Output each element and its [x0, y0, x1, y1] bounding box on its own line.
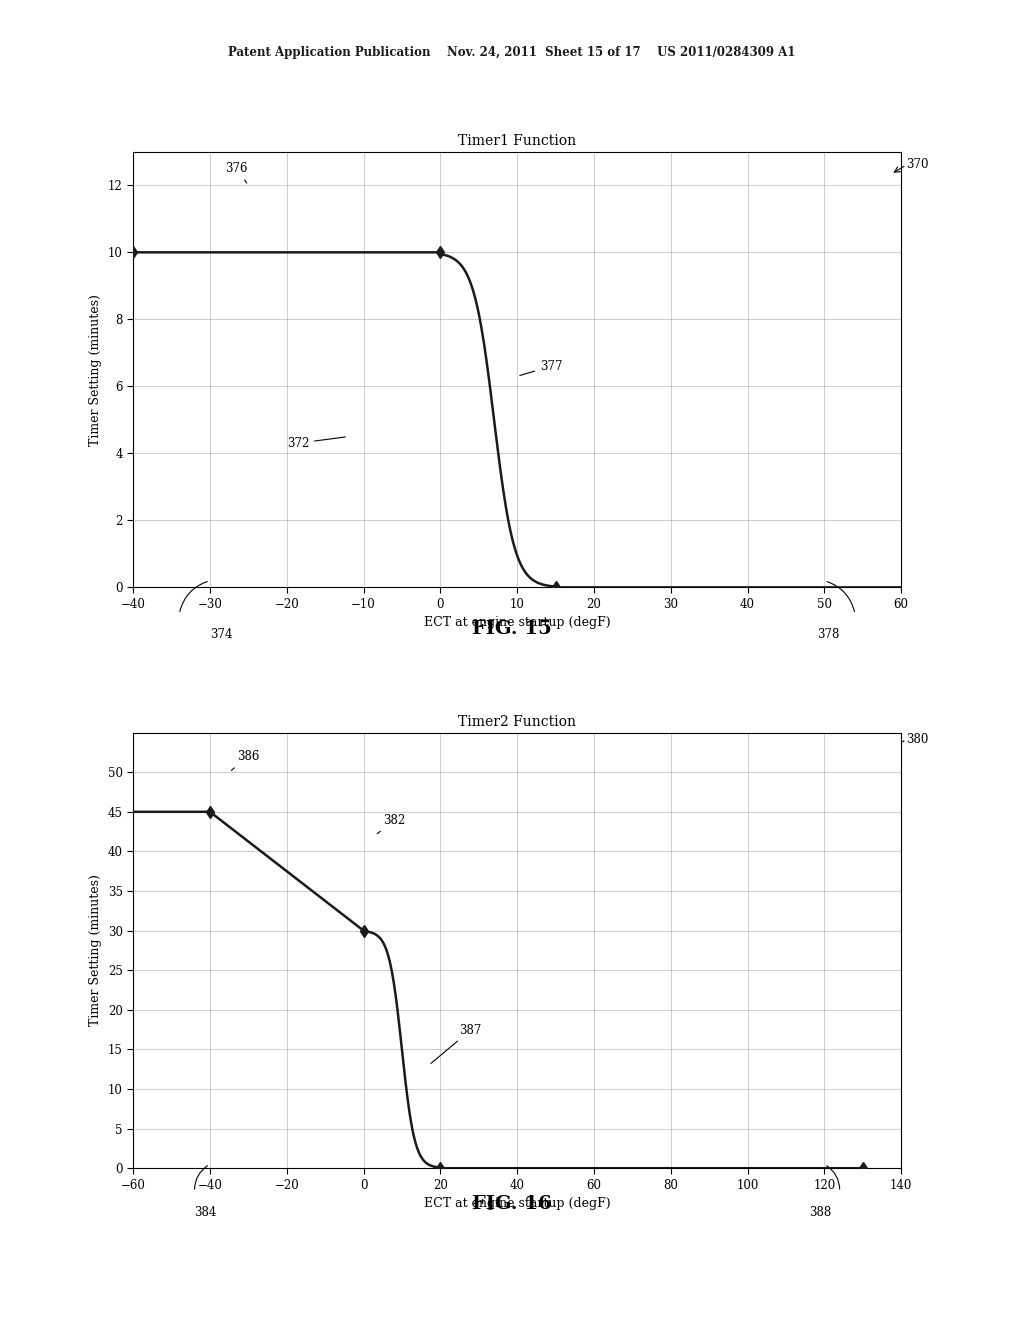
Text: 377: 377: [520, 359, 562, 375]
Text: 387: 387: [431, 1023, 482, 1064]
Text: Patent Application Publication    Nov. 24, 2011  Sheet 15 of 17    US 2011/02843: Patent Application Publication Nov. 24, …: [228, 46, 796, 59]
Text: FIG. 16: FIG. 16: [472, 1195, 552, 1213]
Text: 378: 378: [817, 628, 839, 640]
Title: Timer2 Function: Timer2 Function: [458, 714, 577, 729]
Text: 382: 382: [377, 813, 404, 834]
Text: 384: 384: [195, 1205, 217, 1218]
Text: 386: 386: [231, 750, 259, 771]
Text: 380: 380: [906, 733, 929, 746]
Y-axis label: Timer Setting (minutes): Timer Setting (minutes): [89, 293, 102, 446]
Text: 374: 374: [210, 628, 232, 640]
Y-axis label: Timer Setting (minutes): Timer Setting (minutes): [89, 874, 102, 1027]
Title: Timer1 Function: Timer1 Function: [458, 133, 577, 148]
X-axis label: ECT at engine startup (degF): ECT at engine startup (degF): [424, 1197, 610, 1210]
Text: 370: 370: [906, 158, 929, 172]
Text: 388: 388: [809, 1205, 831, 1218]
Text: 376: 376: [225, 162, 248, 183]
Text: FIG. 15: FIG. 15: [472, 620, 552, 639]
Text: 372: 372: [287, 437, 345, 450]
X-axis label: ECT at engine startup (degF): ECT at engine startup (degF): [424, 616, 610, 630]
